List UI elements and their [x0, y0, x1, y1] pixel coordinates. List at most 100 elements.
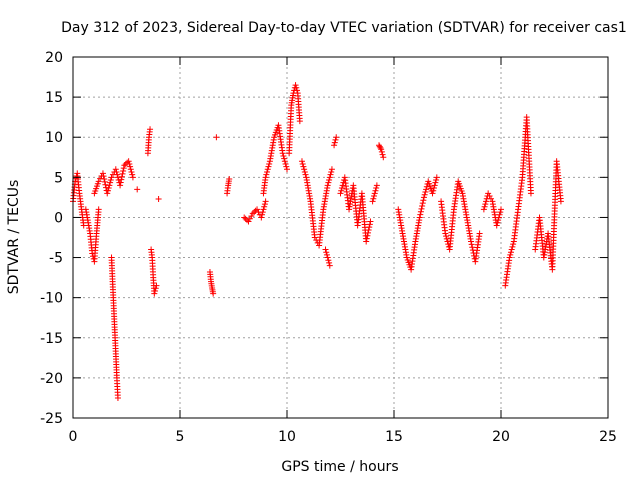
data-point: [419, 200, 426, 207]
data-point: [497, 209, 504, 216]
data-point: [292, 82, 299, 89]
data-point: [125, 158, 132, 165]
data-point: [120, 168, 127, 175]
data-point: [296, 118, 303, 125]
data-point: [371, 193, 378, 200]
data-point: [486, 193, 493, 200]
data-point: [127, 166, 134, 173]
data-point: [337, 190, 344, 197]
data-point: [245, 218, 252, 225]
data-point: [378, 146, 385, 153]
data-point: [112, 166, 119, 173]
data-point: [443, 233, 450, 240]
data-point: [417, 211, 424, 218]
data-point: [495, 214, 502, 221]
data-point: [254, 206, 261, 213]
data-point: [118, 176, 125, 183]
data-point: [322, 246, 329, 253]
data-point: [283, 163, 290, 170]
data-point: [118, 173, 125, 180]
data-point: [265, 163, 272, 170]
data-point: [311, 234, 318, 241]
data-point: [527, 190, 534, 197]
data-point: [493, 222, 500, 229]
data-point: [366, 224, 373, 231]
data-point: [252, 207, 259, 214]
data-point: [100, 173, 107, 180]
data-point: [498, 206, 504, 213]
data-point: [117, 179, 124, 186]
data-point: [95, 206, 102, 213]
data-point: [298, 158, 305, 165]
data-point: [114, 174, 121, 181]
data-point: [481, 203, 488, 210]
data-point: [495, 217, 502, 224]
data-point: [108, 174, 115, 181]
data-point: [421, 191, 428, 198]
y-tick-label: 20: [45, 50, 63, 66]
data-point: [328, 168, 335, 175]
data-point: [244, 217, 251, 224]
data-point: [106, 182, 113, 189]
data-point: [476, 230, 483, 237]
data-point: [416, 214, 423, 221]
data-point: [417, 208, 424, 215]
data-point: [241, 214, 248, 221]
chart-title: Day 312 of 2023, Sidereal Day-to-day VTE…: [61, 20, 627, 36]
data-point: [326, 262, 333, 269]
data-point: [119, 170, 126, 177]
data-point: [281, 158, 288, 165]
data-point: [258, 214, 265, 221]
data-point: [325, 179, 332, 186]
data-point: [129, 171, 136, 178]
data-point: [327, 171, 334, 178]
data-point: [284, 166, 290, 173]
data-point: [371, 190, 378, 197]
data-point: [366, 221, 373, 228]
y-tick-label: 5: [54, 170, 63, 186]
data-point: [128, 168, 135, 175]
data-point: [293, 87, 300, 94]
data-point: [261, 201, 268, 208]
y-tick-label: -20: [40, 371, 63, 387]
data-point: [101, 176, 108, 183]
data-point: [264, 168, 271, 175]
data-point: [279, 150, 286, 157]
data-point: [363, 238, 370, 245]
data-point: [95, 178, 102, 185]
data-point: [324, 254, 331, 261]
data-point: [299, 160, 306, 167]
data-point: [509, 243, 516, 250]
data-point: [114, 394, 121, 401]
data-point: [121, 162, 128, 169]
data-point: [496, 211, 503, 218]
data-point: [120, 165, 127, 172]
data-point: [433, 174, 440, 181]
data-point: [266, 160, 273, 167]
data-point: [419, 202, 426, 209]
data-point: [325, 257, 332, 264]
data-point: [226, 175, 233, 182]
data-point: [423, 186, 430, 193]
data-point: [469, 244, 476, 251]
data-point: [213, 134, 220, 141]
data-point: [107, 177, 114, 184]
x-tick-label: 0: [69, 429, 78, 445]
data-point: [433, 177, 440, 184]
y-axis-label: SDTVAR / TECUs: [6, 180, 22, 295]
data-point: [331, 142, 338, 149]
data-point: [488, 195, 495, 202]
data-point: [333, 134, 340, 141]
data-point: [373, 182, 380, 189]
data-point: [249, 210, 256, 217]
data-point: [430, 187, 437, 194]
data-point: [114, 171, 121, 178]
data-point: [485, 190, 492, 197]
data-point: [326, 177, 333, 184]
data-point: [363, 235, 370, 242]
data-point: [134, 186, 141, 193]
x-tick-label: 25: [599, 429, 617, 445]
data-point: [102, 181, 109, 188]
y-tick-label: -5: [49, 251, 63, 267]
x-axis-label: GPS time / hours: [281, 459, 398, 475]
